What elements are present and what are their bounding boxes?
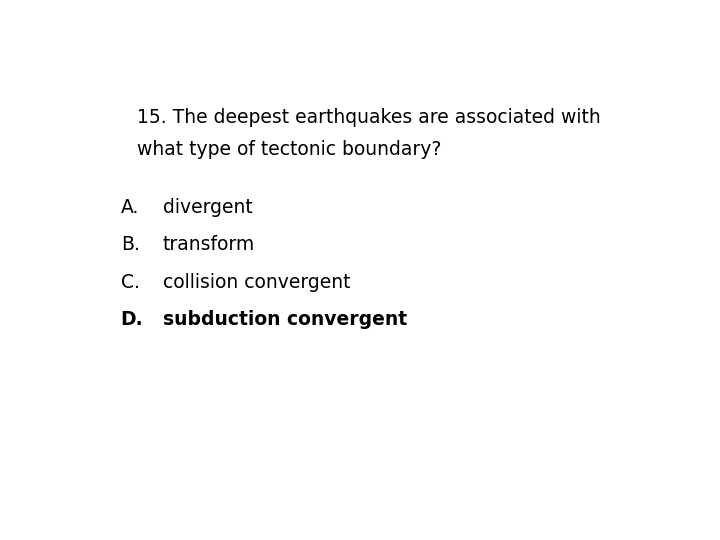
Text: C.: C. bbox=[121, 273, 140, 292]
Text: B.: B. bbox=[121, 235, 140, 254]
Text: A.: A. bbox=[121, 198, 139, 217]
Text: what type of tectonic boundary?: what type of tectonic boundary? bbox=[138, 140, 442, 159]
Text: collision convergent: collision convergent bbox=[163, 273, 350, 292]
Text: subduction convergent: subduction convergent bbox=[163, 310, 407, 329]
Text: transform: transform bbox=[163, 235, 255, 254]
Text: 15. The deepest earthquakes are associated with: 15. The deepest earthquakes are associat… bbox=[138, 109, 601, 127]
Text: D.: D. bbox=[121, 310, 143, 329]
Text: divergent: divergent bbox=[163, 198, 252, 217]
